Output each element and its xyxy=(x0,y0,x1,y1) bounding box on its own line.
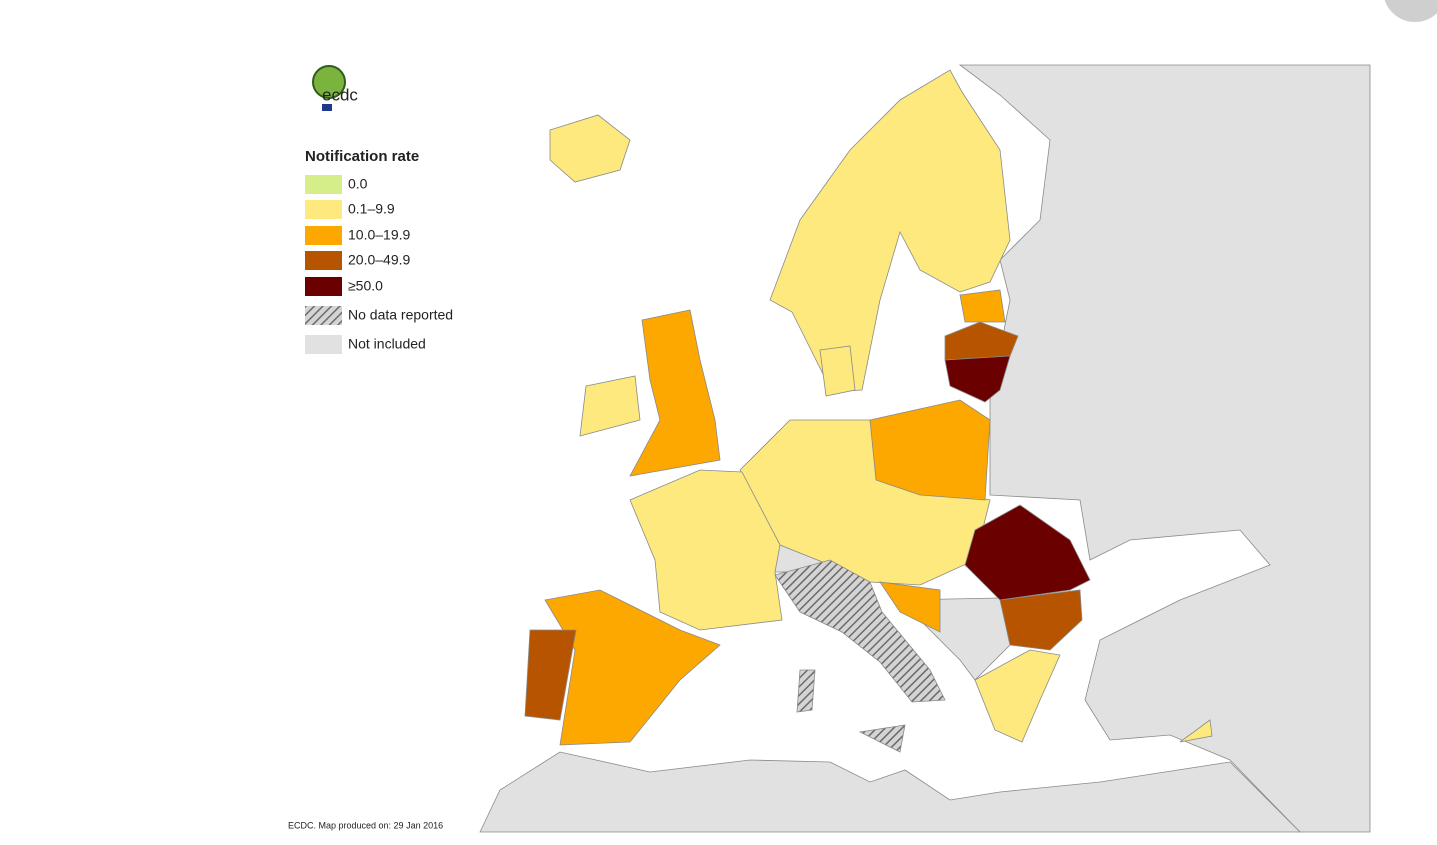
legend-swatch xyxy=(305,251,342,270)
sicily xyxy=(858,724,906,753)
legend-swatch xyxy=(305,200,342,219)
romania xyxy=(964,504,1091,601)
legend-label: ≥50.0 xyxy=(348,278,383,294)
greece xyxy=(974,649,1061,743)
iceland xyxy=(549,114,631,183)
legend: 0.0 0.1–9.9 10.0–19.9 20.0–49.9 ≥50.0 No data… xyxy=(305,175,453,354)
ireland xyxy=(579,375,641,437)
france xyxy=(629,469,783,631)
legend-label: Not included xyxy=(348,336,426,352)
map xyxy=(479,64,1371,833)
legend-title: Notification rate xyxy=(305,148,419,165)
lithuania xyxy=(944,355,1011,403)
legend-label: 10.0–19.9 xyxy=(348,227,410,243)
spain xyxy=(544,589,721,746)
logo: ecdc xyxy=(312,65,358,111)
legend-label: 0.0 xyxy=(348,176,368,192)
latvia xyxy=(944,321,1019,361)
legend-label: 0.1–9.9 xyxy=(348,201,395,217)
legend-label: 20.0–49.9 xyxy=(348,252,410,268)
denmark xyxy=(819,345,856,397)
logo-globe xyxy=(312,65,346,99)
poland xyxy=(869,399,991,501)
sardinia xyxy=(796,669,816,713)
legend-swatch xyxy=(305,306,342,325)
corner-button[interactable] xyxy=(1383,0,1437,22)
italy xyxy=(774,559,946,703)
bulgaria xyxy=(999,589,1083,651)
eu-flag xyxy=(322,104,332,111)
legend-swatch xyxy=(305,277,342,296)
legend-swatch xyxy=(305,335,342,354)
legend-swatch xyxy=(305,175,342,194)
land-africa xyxy=(479,751,1301,833)
legend-label: No data reported xyxy=(348,307,453,323)
legend-swatch xyxy=(305,226,342,245)
land-east xyxy=(958,64,1371,833)
portugal xyxy=(524,629,577,721)
footer: ECDC. Map produced on: 29 Jan 2016 xyxy=(288,820,443,830)
croatia xyxy=(879,581,941,633)
united-kingdom xyxy=(629,309,721,477)
cyprus xyxy=(1179,719,1213,743)
estonia xyxy=(959,289,1006,323)
logo-text: ecdc xyxy=(322,85,358,104)
